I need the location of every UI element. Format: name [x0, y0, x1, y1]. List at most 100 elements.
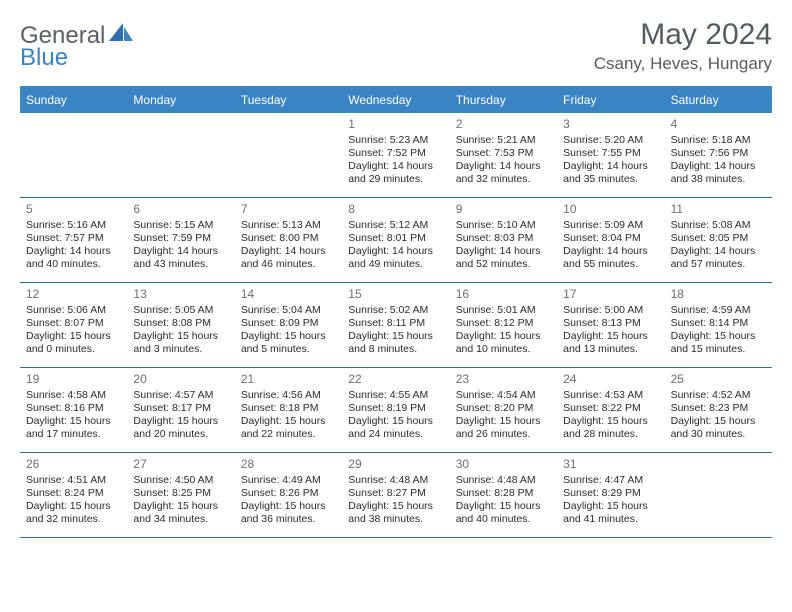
day-number: 16 [456, 287, 553, 302]
day-cell: 20 Sunrise: 4:57 AM Sunset: 8:17 PM Dayli… [127, 368, 234, 452]
day-cell: 10Sunrise: 5:09 AM Sunset: 8:04 PM Dayli… [557, 198, 664, 282]
empty-cell [127, 113, 234, 197]
day-number: 25 [671, 372, 768, 387]
day-number: 29 [348, 457, 445, 472]
weeks-container: 1 Sunrise: 5:23 AM Sunset: 7:52 PM Daylig… [20, 113, 772, 538]
day-number: 5 [26, 202, 123, 217]
day-number: 18 [671, 287, 768, 302]
day-details: Sunrise: 5:10 AM Sunset: 8:03 PM Dayligh… [456, 219, 553, 272]
day-number: 10 [563, 202, 660, 217]
week-row: 19 Sunrise: 4:58 AM Sunset: 8:16 PM Dayli… [20, 368, 772, 453]
day-details: Sunrise: 4:57 AM Sunset: 8:17 PM Dayligh… [133, 389, 230, 442]
day-details: Sunrise: 5:01 AM Sunset: 8:12 PM Dayligh… [456, 304, 553, 357]
week-row: 1 Sunrise: 5:23 AM Sunset: 7:52 PM Daylig… [20, 113, 772, 198]
day-details: Sunrise: 5:00 AM Sunset: 8:13 PM Dayligh… [563, 304, 660, 357]
day-details: Sunrise: 4:58 AM Sunset: 8:16 PM Dayligh… [26, 389, 123, 442]
day-number: 21 [241, 372, 338, 387]
day-number: 12 [26, 287, 123, 302]
weekday-header: Saturday [665, 88, 772, 113]
month-title: May 2024 [594, 18, 772, 52]
header: General May 2024 Csany, Heves, Hungary [20, 18, 772, 74]
day-cell: 27 Sunrise: 4:50 AM Sunset: 8:25 PM Dayli… [127, 453, 234, 537]
day-cell: 22 Sunrise: 4:55 AM Sunset: 8:19 PM Dayli… [342, 368, 449, 452]
day-cell: 7 Sunrise: 5:13 AM Sunset: 8:00 PM Daylig… [235, 198, 342, 282]
day-details: Sunrise: 5:15 AM Sunset: 7:59 PM Dayligh… [133, 219, 230, 272]
day-details: Sunrise: 4:50 AM Sunset: 8:25 PM Dayligh… [133, 474, 230, 527]
day-number: 26 [26, 457, 123, 472]
weekday-header: Thursday [450, 88, 557, 113]
day-details: Sunrise: 4:59 AM Sunset: 8:14 PM Dayligh… [671, 304, 768, 357]
day-cell: 17 Sunrise: 5:00 AM Sunset: 8:13 PM Dayli… [557, 283, 664, 367]
day-number: 27 [133, 457, 230, 472]
day-details: Sunrise: 4:55 AM Sunset: 8:19 PM Dayligh… [348, 389, 445, 442]
day-cell: 11 Sunrise: 5:08 AM Sunset: 8:05 PM Dayli… [665, 198, 772, 282]
brand-part2: Blue [20, 44, 68, 72]
day-cell: 9 Sunrise: 5:10 AM Sunset: 8:03 PM Daylig… [450, 198, 557, 282]
day-cell: 3Sunrise: 5:20 AM Sunset: 7:55 PM Daylig… [557, 113, 664, 197]
week-row: 26 Sunrise: 4:51 AM Sunset: 8:24 PM Dayli… [20, 453, 772, 538]
weekday-header: Tuesday [235, 88, 342, 113]
week-row: 5 Sunrise: 5:16 AM Sunset: 7:57 PM Daylig… [20, 198, 772, 283]
day-details: Sunrise: 5:02 AM Sunset: 8:11 PM Dayligh… [348, 304, 445, 357]
empty-cell [665, 453, 772, 537]
day-cell: 25 Sunrise: 4:52 AM Sunset: 8:23 PM Dayli… [665, 368, 772, 452]
day-cell: 30Sunrise: 4:48 AM Sunset: 8:28 PM Dayli… [450, 453, 557, 537]
day-number: 1 [348, 117, 445, 132]
day-number: 11 [671, 202, 768, 217]
day-details: Sunrise: 5:04 AM Sunset: 8:09 PM Dayligh… [241, 304, 338, 357]
day-details: Sunrise: 5:23 AM Sunset: 7:52 PM Dayligh… [348, 134, 445, 187]
day-details: Sunrise: 5:21 AM Sunset: 7:53 PM Dayligh… [456, 134, 553, 187]
week-row: 12 Sunrise: 5:06 AM Sunset: 8:07 PM Dayli… [20, 283, 772, 368]
logo-sail-icon [109, 22, 135, 50]
day-details: Sunrise: 4:47 AM Sunset: 8:29 PM Dayligh… [563, 474, 660, 527]
day-cell: 29Sunrise: 4:48 AM Sunset: 8:27 PM Dayli… [342, 453, 449, 537]
weekday-header: Wednesday [342, 88, 449, 113]
day-cell: 26 Sunrise: 4:51 AM Sunset: 8:24 PM Dayli… [20, 453, 127, 537]
day-number: 9 [456, 202, 553, 217]
title-block: May 2024 Csany, Heves, Hungary [594, 18, 772, 74]
day-number: 20 [133, 372, 230, 387]
empty-cell [235, 113, 342, 197]
day-details: Sunrise: 4:56 AM Sunset: 8:18 PM Dayligh… [241, 389, 338, 442]
day-cell: 8Sunrise: 5:12 AM Sunset: 8:01 PM Daylig… [342, 198, 449, 282]
day-details: Sunrise: 5:05 AM Sunset: 8:08 PM Dayligh… [133, 304, 230, 357]
day-number: 6 [133, 202, 230, 217]
day-number: 22 [348, 372, 445, 387]
day-number: 2 [456, 117, 553, 132]
day-cell: 2 Sunrise: 5:21 AM Sunset: 7:53 PM Daylig… [450, 113, 557, 197]
location-text: Csany, Heves, Hungary [594, 54, 772, 74]
day-details: Sunrise: 4:52 AM Sunset: 8:23 PM Dayligh… [671, 389, 768, 442]
day-details: Sunrise: 5:13 AM Sunset: 8:00 PM Dayligh… [241, 219, 338, 272]
day-number: 7 [241, 202, 338, 217]
day-cell: 14 Sunrise: 5:04 AM Sunset: 8:09 PM Dayli… [235, 283, 342, 367]
day-number: 31 [563, 457, 660, 472]
day-details: Sunrise: 4:48 AM Sunset: 8:28 PM Dayligh… [456, 474, 553, 527]
day-number: 23 [456, 372, 553, 387]
day-cell: 1 Sunrise: 5:23 AM Sunset: 7:52 PM Daylig… [342, 113, 449, 197]
day-number: 4 [671, 117, 768, 132]
day-details: Sunrise: 5:08 AM Sunset: 8:05 PM Dayligh… [671, 219, 768, 272]
day-details: Sunrise: 4:53 AM Sunset: 8:22 PM Dayligh… [563, 389, 660, 442]
day-number: 13 [133, 287, 230, 302]
day-details: Sunrise: 5:16 AM Sunset: 7:57 PM Dayligh… [26, 219, 123, 272]
day-number: 28 [241, 457, 338, 472]
day-number: 19 [26, 372, 123, 387]
empty-cell [20, 113, 127, 197]
day-cell: 15Sunrise: 5:02 AM Sunset: 8:11 PM Dayli… [342, 283, 449, 367]
day-cell: 19 Sunrise: 4:58 AM Sunset: 8:16 PM Dayli… [20, 368, 127, 452]
day-number: 14 [241, 287, 338, 302]
day-cell: 12 Sunrise: 5:06 AM Sunset: 8:07 PM Dayli… [20, 283, 127, 367]
day-cell: 16 Sunrise: 5:01 AM Sunset: 8:12 PM Dayli… [450, 283, 557, 367]
day-cell: 28Sunrise: 4:49 AM Sunset: 8:26 PM Dayli… [235, 453, 342, 537]
day-details: Sunrise: 4:51 AM Sunset: 8:24 PM Dayligh… [26, 474, 123, 527]
day-details: Sunrise: 5:18 AM Sunset: 7:56 PM Dayligh… [671, 134, 768, 187]
day-details: Sunrise: 5:06 AM Sunset: 8:07 PM Dayligh… [26, 304, 123, 357]
day-cell: 6 Sunrise: 5:15 AM Sunset: 7:59 PM Daylig… [127, 198, 234, 282]
day-details: Sunrise: 5:12 AM Sunset: 8:01 PM Dayligh… [348, 219, 445, 272]
weekday-header: Sunday [20, 88, 127, 113]
day-cell: 13 Sunrise: 5:05 AM Sunset: 8:08 PM Dayli… [127, 283, 234, 367]
calendar: SundayMondayTuesdayWednesdayThursdayFrid… [20, 86, 772, 538]
day-cell: 4 Sunrise: 5:18 AM Sunset: 7:56 PM Daylig… [665, 113, 772, 197]
weekday-header-row: SundayMondayTuesdayWednesdayThursdayFrid… [20, 88, 772, 113]
day-number: 17 [563, 287, 660, 302]
